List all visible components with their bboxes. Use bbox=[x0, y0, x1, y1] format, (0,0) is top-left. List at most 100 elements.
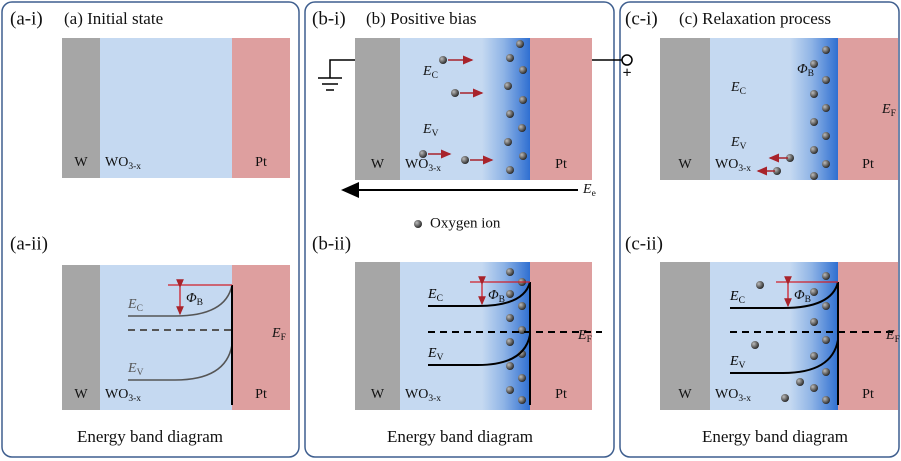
panel-label: (c-ii) bbox=[625, 233, 663, 254]
oxygen-ion bbox=[810, 118, 818, 126]
panel-title: (b) Positive bias bbox=[366, 9, 477, 28]
w-label: W bbox=[371, 387, 385, 402]
ec-label-sub: C bbox=[740, 87, 746, 97]
oxygen-ion bbox=[751, 341, 759, 349]
phi-label-sub: B bbox=[805, 295, 811, 305]
ec-label-base: E bbox=[729, 289, 739, 304]
ec-label-base: E bbox=[730, 80, 740, 95]
w-label: W bbox=[678, 157, 692, 172]
oxygen-ion bbox=[506, 338, 514, 346]
ec-label-base: E bbox=[427, 287, 437, 302]
oxygen-ion bbox=[518, 124, 526, 132]
phi-label-base: Φ bbox=[794, 288, 805, 303]
ec-label-sub: C bbox=[137, 304, 143, 314]
oxygen-ion bbox=[518, 396, 526, 404]
oxygen-ion bbox=[796, 378, 804, 386]
ec-label-sub: C bbox=[432, 71, 438, 81]
oxide-label-base: WO bbox=[105, 155, 128, 170]
oxygen-ion bbox=[822, 368, 830, 376]
ev-label-base: E bbox=[729, 354, 739, 369]
oxygen-ion bbox=[516, 40, 524, 48]
oxygen-ion bbox=[414, 220, 422, 228]
panel-title: (c) Relaxation process bbox=[679, 9, 831, 28]
panel-label: (b-i) bbox=[312, 8, 346, 29]
phi-label-sub: B bbox=[197, 298, 203, 308]
oxygen-ion bbox=[810, 352, 818, 360]
ef-label-base: E bbox=[577, 328, 587, 343]
ef-label-sub: F bbox=[587, 335, 592, 345]
phi-label-sub: B bbox=[499, 295, 505, 305]
oxygen-ion bbox=[419, 150, 427, 158]
oxide-label-base: WO bbox=[105, 387, 128, 402]
oxygen-ion bbox=[506, 362, 514, 370]
oxygen-ion bbox=[506, 166, 514, 174]
oxide-label-base: WO bbox=[405, 157, 428, 172]
oxygen-ion bbox=[822, 132, 830, 140]
oxygen-ion bbox=[519, 96, 527, 104]
oxygen-ion bbox=[810, 90, 818, 98]
oxygen-ion bbox=[781, 394, 789, 402]
ev-label-base: E bbox=[127, 361, 137, 376]
oxygen-ion bbox=[506, 314, 514, 322]
panel-label: (a-ii) bbox=[10, 233, 48, 254]
oxide-label-sub: 3-x bbox=[738, 164, 751, 174]
phi-label-base: Φ bbox=[488, 288, 499, 303]
ef-label-sub: F bbox=[891, 109, 896, 119]
ev-label-base: E bbox=[730, 135, 740, 150]
pt-label: Pt bbox=[255, 155, 267, 170]
oxygen-ion bbox=[506, 290, 514, 298]
oxygen-ion bbox=[504, 138, 512, 146]
oxygen-ion bbox=[506, 110, 514, 118]
phi-label-sub: B bbox=[808, 69, 814, 79]
oxygen-ion bbox=[822, 396, 830, 404]
oxygen-ion bbox=[756, 281, 764, 289]
caption: Energy band diagram bbox=[77, 427, 223, 446]
oxygen-ion bbox=[506, 54, 514, 62]
oxygen-ion bbox=[810, 60, 818, 68]
ef-label-base: E bbox=[271, 326, 281, 341]
oxygen-ion bbox=[504, 82, 512, 90]
oxygen-ion bbox=[810, 318, 818, 326]
oxygen-ion bbox=[519, 152, 527, 160]
oxide-label-sub: 3-x bbox=[128, 394, 141, 404]
oxygen-ion bbox=[506, 268, 514, 276]
ev-label-sub: V bbox=[740, 142, 747, 152]
ground-symbol bbox=[318, 60, 355, 90]
field-label: Ee bbox=[582, 182, 596, 199]
pt-label: Pt bbox=[555, 387, 567, 402]
oxide-label-sub: 3-x bbox=[738, 394, 751, 404]
oxygen-ion bbox=[822, 272, 830, 280]
ev-label-base: E bbox=[422, 122, 432, 137]
oxide-label-base: WO bbox=[715, 157, 738, 172]
oxygen-ion bbox=[810, 172, 818, 180]
oxide-label-sub: 3-x bbox=[128, 162, 141, 172]
oxygen-ion bbox=[461, 156, 469, 164]
oxygen-ion bbox=[822, 76, 830, 84]
terminal bbox=[622, 55, 632, 65]
w-label: W bbox=[74, 155, 88, 170]
terminal-sign: + bbox=[622, 65, 631, 82]
oxygen-ion bbox=[518, 302, 526, 310]
oxygen-ion bbox=[810, 384, 818, 392]
panel-label: (a-i) bbox=[10, 8, 43, 29]
panel-label: (c-i) bbox=[625, 8, 658, 29]
caption: Energy band diagram bbox=[387, 427, 533, 446]
oxide-label-sub: 3-x bbox=[428, 164, 441, 174]
ec-label-base: E bbox=[127, 297, 137, 312]
field-label-base: E bbox=[582, 182, 592, 197]
ev-label-sub: V bbox=[432, 129, 439, 139]
panel-title: (a) Initial state bbox=[64, 9, 163, 28]
ef-label-sub: F bbox=[895, 335, 900, 345]
oxygen-ion bbox=[439, 56, 447, 64]
ev-label-sub: V bbox=[437, 353, 444, 363]
ev-label-base: E bbox=[427, 346, 437, 361]
pt-label: Pt bbox=[862, 387, 874, 402]
w-label: W bbox=[74, 387, 88, 402]
oxygen-ion bbox=[506, 386, 514, 394]
legend-label: Oxygen ion bbox=[430, 215, 501, 231]
field-label-sub: e bbox=[592, 189, 596, 199]
pt-label: Pt bbox=[255, 387, 267, 402]
oxygen-rich-region bbox=[790, 38, 838, 180]
ev-label-sub: V bbox=[137, 368, 144, 378]
ef-label-base: E bbox=[885, 328, 895, 343]
